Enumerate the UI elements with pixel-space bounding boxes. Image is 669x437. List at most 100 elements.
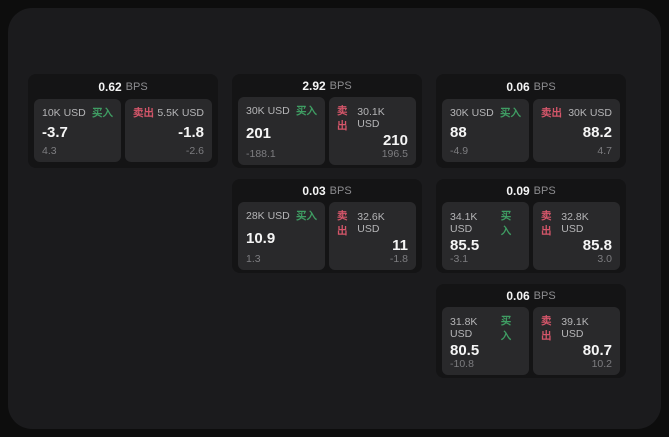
buy-delta-value: 4.3 [42,145,57,157]
sell-amount-label: 30K USD [568,106,612,119]
sell-amount-label: 30.1K USD [357,106,385,130]
quote-card: 0.06 BPS 30K USD 买入 88 -4.9 卖出 30K USD 8… [436,74,626,168]
buy-side-tag: 买入 [500,107,521,119]
card-header: 0.06 BPS [442,289,620,303]
sell-amount-label: 32.6K USD [357,211,385,235]
buy-tile[interactable]: 30K USD 买入 88 -4.9 [442,99,529,162]
sell-price-value: 85.8 [582,237,612,254]
buy-price-value: -3.7 [42,124,68,141]
quote-row: 30K USD 买入 88 -4.9 卖出 30K USD 88.2 4.7 [442,99,620,162]
buy-price-value: 85.5 [450,237,480,254]
buy-tile-top: 30K USD 买入 [450,105,521,120]
sell-tile[interactable]: 卖出 30.1K USD 210 196.5 [329,97,416,165]
sell-delta-value: 10.2 [591,358,612,370]
sell-tile-top: 卖出 5.5K USD [133,105,204,120]
quote-card: 0.09 BPS 34.1K USD 买入 85.5 -3.1 卖出 32.8K… [436,179,626,273]
quote-row: 30K USD 买入 201 -188.1 卖出 30.1K USD 210 1… [238,97,416,165]
quote-card: 2.92 BPS 30K USD 买入 201 -188.1 卖出 30.1K … [232,74,422,168]
sell-tile[interactable]: 卖出 30K USD 88.2 4.7 [533,99,620,162]
quote-card: 0.06 BPS 31.8K USD 买入 80.5 -10.8 卖出 39.1… [436,284,626,378]
spread-bps-value: 0.06 [506,80,530,94]
quote-card: 0.62 BPS 10K USD 买入 -3.7 4.3 卖出 5.5K USD… [28,74,218,168]
sell-side-tag: 卖出 [337,105,348,132]
quote-row: 10K USD 买入 -3.7 4.3 卖出 5.5K USD -1.8 -2.… [34,99,212,162]
buy-amount-label: 10K USD [42,106,86,119]
sell-side-tag: 卖出 [337,210,348,237]
buy-price-value: 80.5 [450,342,480,359]
sell-tile[interactable]: 卖出 32.6K USD 11 -1.8 [329,202,416,270]
buy-side-tag: 买入 [500,315,512,342]
sell-delta-value: -1.8 [389,253,408,265]
buy-tile[interactable]: 28K USD 买入 10.9 1.3 [238,202,325,270]
buy-side-tag: 买入 [92,107,113,119]
sell-tile-top: 卖出 32.6K USD [337,208,408,238]
sell-amount-label: 32.8K USD [561,211,589,235]
buy-delta-value: -188.1 [246,148,276,160]
sell-price-value: 210 [382,132,408,149]
sell-delta-value: -2.6 [185,145,204,157]
sell-side-tag: 卖出 [541,107,562,119]
sell-delta-value: 3.0 [597,253,612,265]
sell-amount-label: 5.5K USD [157,106,204,119]
sell-price-value: 88.2 [582,124,612,141]
buy-amount-label: 34.1K USD [450,211,478,235]
sell-price-value: 80.7 [582,342,612,359]
spread-bps-unit: BPS [329,80,352,92]
spread-bps-value: 0.62 [98,80,122,94]
spread-bps-unit: BPS [533,290,556,302]
buy-side-tag: 买入 [500,210,512,237]
spread-bps-value: 2.92 [302,79,326,93]
spread-bps-value: 0.06 [506,289,530,303]
sell-tile-top: 卖出 39.1K USD [541,313,612,343]
spread-bps-unit: BPS [533,81,556,93]
card-header: 0.62 BPS [34,79,212,95]
buy-amount-label: 30K USD [246,104,290,117]
sell-tile-top: 卖出 30K USD [541,105,612,120]
sell-side-tag: 卖出 [133,107,154,119]
sell-tile[interactable]: 卖出 39.1K USD 80.7 10.2 [533,307,620,375]
sell-tile-top: 卖出 32.8K USD [541,208,612,238]
sell-delta-value: 196.5 [381,148,408,160]
buy-tile-top: 28K USD 买入 [246,208,317,223]
buy-side-tag: 买入 [296,210,317,222]
buy-amount-label: 31.8K USD [450,316,478,340]
buy-tile[interactable]: 31.8K USD 买入 80.5 -10.8 [442,307,529,375]
quote-row: 34.1K USD 买入 85.5 -3.1 卖出 32.8K USD 85.8… [442,202,620,270]
buy-side-tag: 买入 [296,105,317,117]
sell-side-tag: 卖出 [541,315,552,342]
spread-bps-unit: BPS [329,185,352,197]
buy-price-value: 88 [450,124,467,141]
buy-delta-value: -10.8 [450,358,474,370]
card-header: 2.92 BPS [238,79,416,93]
sell-delta-value: 4.7 [597,145,612,157]
buy-tile-top: 34.1K USD 买入 [450,208,521,238]
quote-row: 31.8K USD 买入 80.5 -10.8 卖出 39.1K USD 80.… [442,307,620,375]
buy-tile-top: 30K USD 买入 [246,103,317,118]
spread-bps-value: 0.09 [506,184,530,198]
quote-row: 28K USD 买入 10.9 1.3 卖出 32.6K USD 11 -1.8 [238,202,416,270]
spread-bps-unit: BPS [533,185,556,197]
card-header: 0.09 BPS [442,184,620,198]
buy-delta-value: -4.9 [450,145,469,157]
buy-tile-top: 31.8K USD 买入 [450,313,521,343]
buy-tile[interactable]: 10K USD 买入 -3.7 4.3 [34,99,121,162]
card-header: 0.06 BPS [442,79,620,95]
buy-amount-label: 28K USD [246,209,290,222]
sell-amount-label: 39.1K USD [561,316,589,340]
quote-card: 0.03 BPS 28K USD 买入 10.9 1.3 卖出 32.6K US… [232,179,422,273]
sell-tile[interactable]: 卖出 5.5K USD -1.8 -2.6 [125,99,212,162]
buy-tile[interactable]: 30K USD 买入 201 -188.1 [238,97,325,165]
spread-bps-unit: BPS [125,81,148,93]
sell-tile-top: 卖出 30.1K USD [337,103,408,133]
buy-delta-value: 1.3 [246,253,261,265]
sell-price-value: -1.8 [178,124,204,141]
buy-tile[interactable]: 34.1K USD 买入 85.5 -3.1 [442,202,529,270]
buy-amount-label: 30K USD [450,106,494,119]
buy-price-value: 10.9 [246,229,276,247]
card-header: 0.03 BPS [238,184,416,198]
sell-tile[interactable]: 卖出 32.8K USD 85.8 3.0 [533,202,620,270]
sell-side-tag: 卖出 [541,210,552,237]
buy-delta-value: -3.1 [450,253,469,265]
quote-cards-grid: 0.62 BPS 10K USD 买入 -3.7 4.3 卖出 5.5K USD… [28,74,626,378]
spread-bps-value: 0.03 [302,184,326,198]
